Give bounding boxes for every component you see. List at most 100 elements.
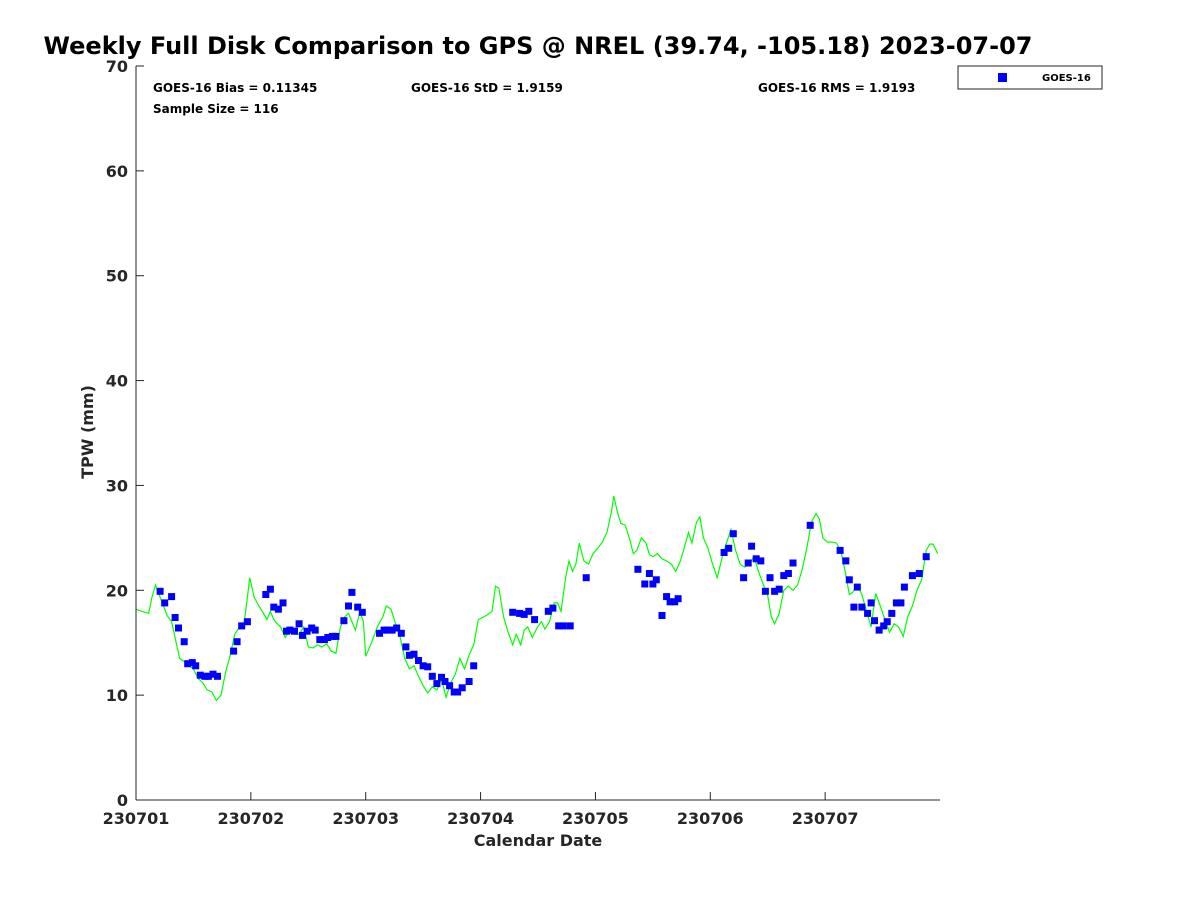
y-tick-label: 60 (106, 162, 128, 181)
rms-stat: GOES-16 RMS = 1.9193 (758, 81, 915, 95)
goes16-point (291, 627, 298, 635)
bias-stat: GOES-16 Bias = 0.11345 (153, 81, 317, 95)
goes16-point (520, 610, 528, 618)
goes16-point (299, 631, 306, 639)
goes16-point (458, 684, 466, 692)
goes16-point (858, 603, 866, 611)
goes16-point (376, 629, 383, 637)
goes16-point (238, 622, 246, 630)
goes16-point (771, 587, 779, 595)
goes16-point (279, 599, 287, 607)
goes16-point (214, 672, 221, 680)
x-tick-label: 230701 (103, 809, 170, 828)
goes16-point (419, 662, 427, 670)
goes16-point (316, 636, 324, 644)
goes16-point (209, 670, 217, 678)
x-tick-label: 230705 (562, 809, 629, 828)
goes16-point (233, 638, 241, 646)
x-axis-label: Calendar Date (474, 831, 603, 850)
goes16-point (465, 678, 473, 685)
goes16-point (897, 599, 905, 607)
goes16-point (402, 643, 410, 651)
x-tick-label: 230707 (792, 809, 859, 828)
goes16-point (883, 618, 891, 626)
goes16-point (340, 617, 348, 625)
y-tick-label: 30 (106, 476, 128, 495)
legend: GOES-16 (957, 65, 1103, 90)
goes16-point (853, 583, 861, 591)
goes16-point (544, 607, 552, 615)
goes16-point (168, 593, 176, 601)
goes16-point (634, 565, 642, 573)
goes16-point (415, 657, 422, 664)
x-tick-label: 230702 (217, 809, 284, 828)
goes16-point (204, 672, 212, 680)
goes16-point (446, 682, 454, 690)
goes16-point (806, 521, 814, 529)
goes16-point (875, 626, 883, 634)
goes16-point (175, 624, 182, 632)
goes16-point (262, 591, 270, 598)
goes16-point (641, 580, 649, 588)
goes16-point (666, 598, 674, 606)
goes16-point (295, 620, 303, 628)
goes16-point (428, 672, 436, 680)
goes16-point (761, 587, 769, 595)
chart-title: Weekly Full Disk Comparison to GPS @ NRE… (44, 32, 1033, 60)
goes16-point (867, 599, 875, 607)
goes16-point (266, 585, 274, 593)
axis-ticks: 0 10 20 30 40 50 60 70 230701 230702 230703 230704 2… (103, 57, 859, 828)
x-tick-label: 230706 (677, 809, 744, 828)
goes16-point (836, 546, 844, 554)
gps-series-line (135, 495, 939, 702)
y-tick-label: 10 (106, 686, 128, 705)
goes16-point (438, 673, 445, 681)
goes16-point (470, 662, 478, 670)
goes16-point (850, 603, 858, 611)
goes16-point (652, 576, 660, 584)
goes16-point (888, 609, 896, 617)
goes16-point (171, 614, 179, 621)
y-tick-label: 20 (106, 581, 128, 600)
goes16-point (757, 557, 765, 565)
goes16-point (566, 622, 574, 630)
goes16-point (324, 634, 332, 641)
goes16-point (156, 587, 164, 595)
y-tick-label: 70 (106, 57, 128, 76)
goes16-point (720, 549, 728, 556)
goes16-point (410, 650, 418, 658)
goes16-point (752, 555, 760, 563)
std-stat: GOES-16 StD = 1.9159 (411, 81, 563, 95)
goes16-point (864, 609, 872, 617)
goes16-point (549, 604, 557, 612)
goes16-point (780, 572, 788, 580)
goes16-point (354, 603, 362, 611)
goes16-point (784, 570, 792, 577)
goes16-point (270, 603, 278, 611)
y-axis-label: TPW (mm) (78, 385, 97, 479)
goes16-point (397, 629, 405, 637)
goes16-point (845, 576, 853, 584)
goes16-point (725, 544, 733, 552)
goes16-point (900, 583, 908, 591)
goes16-point (196, 671, 204, 679)
goes16-point (842, 557, 850, 565)
goes16-point (922, 553, 930, 561)
goes16-point (161, 599, 169, 607)
goes16-point (531, 616, 539, 624)
goes16-point (555, 622, 563, 630)
goes16-point (908, 572, 916, 580)
goes16-point (915, 570, 923, 577)
goes16-point (789, 559, 797, 567)
goes16-point (729, 530, 737, 538)
y-tick-label: 0 (117, 791, 128, 810)
y-tick-label: 50 (106, 267, 128, 286)
goes16-point (674, 595, 682, 603)
goes16-point (192, 662, 200, 670)
goes16-point (559, 622, 567, 630)
goes16-point (441, 678, 449, 685)
goes16-point (348, 588, 356, 596)
goes16-point (509, 608, 517, 616)
goes16-point (649, 580, 657, 588)
goes16-point (388, 626, 396, 634)
